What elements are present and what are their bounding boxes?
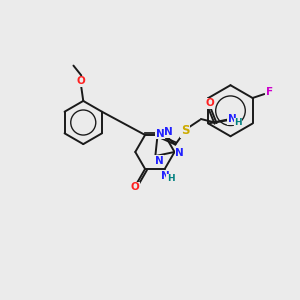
Text: F: F xyxy=(266,87,273,97)
Text: N: N xyxy=(161,171,170,181)
Text: O: O xyxy=(77,76,86,86)
Text: O: O xyxy=(205,98,214,108)
Text: N: N xyxy=(228,114,237,124)
Text: N: N xyxy=(164,127,173,137)
Text: N: N xyxy=(155,156,164,166)
Text: N: N xyxy=(175,148,184,158)
Text: O: O xyxy=(131,182,140,193)
Text: N: N xyxy=(156,129,165,139)
Text: H: H xyxy=(167,174,174,183)
Text: S: S xyxy=(181,124,189,137)
Text: H: H xyxy=(234,118,242,127)
